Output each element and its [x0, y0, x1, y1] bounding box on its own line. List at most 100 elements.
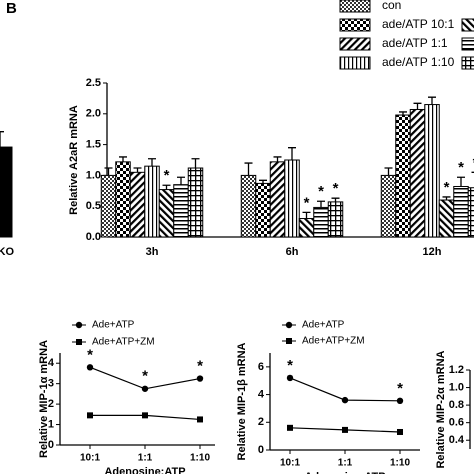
error-bar — [302, 211, 311, 219]
bar — [453, 185, 469, 238]
x-tick-label: 12h — [423, 246, 442, 258]
y-tick-label: 1.0 — [86, 169, 101, 181]
significance-mark: * — [397, 380, 403, 397]
significance-mark: * — [287, 357, 293, 374]
bar — [144, 165, 160, 238]
significance-mark: * — [197, 358, 203, 375]
legend-label: ade/ATP 1:10 — [382, 55, 455, 69]
error-bar — [273, 156, 282, 162]
bar — [438, 199, 455, 238]
error-bar — [288, 147, 296, 160]
marker — [196, 375, 204, 382]
panel-label: B — [6, 0, 17, 17]
bar — [313, 206, 329, 238]
error-bar — [244, 162, 253, 176]
x-axis-label: Adenosine:ATP — [304, 471, 385, 474]
bar — [327, 201, 344, 238]
x-tick-label: 1:10 — [190, 453, 210, 464]
y-tick-label: 0.5 — [86, 200, 101, 212]
y-tick-label: 1.0 — [449, 381, 464, 393]
y-tick-label: 4 — [48, 357, 55, 369]
y-tick-label: 1.2 — [449, 364, 464, 376]
bar — [380, 174, 397, 238]
bar — [255, 182, 271, 238]
marker — [75, 321, 83, 329]
marker — [87, 412, 93, 419]
marker — [142, 412, 148, 419]
error-bar — [428, 96, 436, 105]
error-bar — [399, 111, 407, 116]
bar — [424, 104, 440, 238]
bar — [269, 161, 286, 238]
y-axis-label: Relative MIP-2α mRNA — [435, 350, 447, 468]
x-tick-label: 10:1 — [80, 453, 100, 464]
error-bar — [413, 102, 422, 110]
marker — [341, 396, 349, 404]
legend-label: Ade+ATP+ZM — [302, 336, 365, 347]
x-tick-label: 6h — [286, 246, 299, 258]
bar — [115, 161, 131, 238]
marker — [286, 374, 294, 382]
bar — [187, 167, 204, 238]
error-bar — [384, 167, 393, 176]
marker — [141, 385, 149, 392]
marker — [197, 416, 203, 423]
error-bar — [457, 176, 465, 187]
error-bar — [317, 200, 325, 208]
error-bar — [259, 179, 267, 184]
marker — [397, 428, 403, 435]
x-tick-label: 1:1 — [138, 453, 153, 464]
legend-label: ade/ATP 1:1 — [382, 36, 448, 50]
bar — [395, 114, 411, 238]
legend-swatch — [461, 18, 474, 32]
y-tick-label: 2 — [48, 398, 54, 410]
legend-swatch — [461, 37, 474, 51]
significance-mark: * — [473, 154, 474, 171]
x-tick-label: 1:1 — [338, 458, 353, 469]
y-axis-label: Relative MIP-1β mRNA — [236, 342, 248, 460]
y-tick-label: 0.8 — [449, 399, 464, 411]
error-bar — [191, 158, 200, 169]
legend-label: Ade+ATP+ZM — [92, 337, 155, 348]
y-tick-label: 0 — [48, 439, 54, 451]
marker — [286, 338, 292, 344]
legend-swatch — [461, 56, 474, 70]
legend-swatch — [339, 0, 371, 13]
marker — [287, 424, 293, 431]
y-axis-label: Relative A2aR mRNA — [68, 105, 80, 215]
x-tick-label: KO — [0, 246, 14, 258]
y-tick-label: 2 — [258, 416, 264, 428]
legend-label: con — [382, 0, 401, 12]
legend-label: Ade+ATP — [92, 320, 135, 331]
bar — [100, 174, 117, 238]
error-bar — [442, 196, 451, 201]
error-bar — [331, 197, 340, 202]
bar — [0, 146, 13, 238]
y-tick-label: 6 — [258, 361, 264, 373]
legend-label: Ade+ATP — [302, 320, 345, 331]
marker — [76, 339, 82, 345]
error-bar — [177, 176, 185, 185]
error-bar — [133, 167, 142, 173]
y-tick-label: 0.6 — [449, 417, 464, 429]
significance-mark: * — [87, 346, 93, 363]
significance-mark: * — [333, 180, 339, 197]
bar — [240, 174, 257, 238]
marker — [342, 426, 348, 433]
marker — [285, 321, 293, 329]
error-bar — [104, 167, 113, 176]
marker — [396, 397, 404, 405]
y-tick-label: 2.0 — [86, 108, 101, 120]
bar — [298, 218, 315, 238]
y-tick-label: 3 — [48, 378, 54, 390]
legend-swatch — [339, 18, 371, 32]
error-bar — [162, 184, 171, 190]
legend-swatch — [339, 37, 371, 51]
error-bar — [0, 131, 4, 148]
y-tick-label: 4 — [258, 388, 265, 400]
y-axis-label: Relative MIP-1α mRNA — [38, 340, 50, 458]
legend-swatch — [339, 56, 371, 70]
y-tick-label: 0.0 — [86, 231, 101, 243]
error-bar — [148, 158, 156, 167]
